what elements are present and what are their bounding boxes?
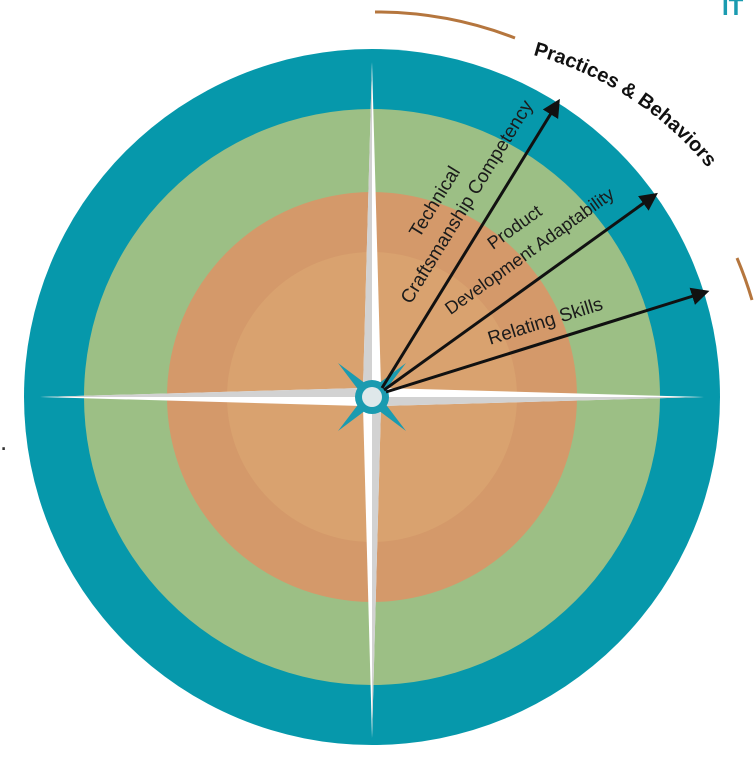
corner-text: IT — [722, 0, 744, 21]
compass-star-icon — [40, 62, 704, 738]
arrow-relating — [385, 287, 710, 394]
side-glyph: . — [0, 426, 8, 456]
arrow-product — [383, 192, 658, 392]
accent-arc-top — [374, 10, 516, 40]
arrow-technical — [380, 98, 560, 389]
accent-arc-right — [735, 257, 754, 301]
